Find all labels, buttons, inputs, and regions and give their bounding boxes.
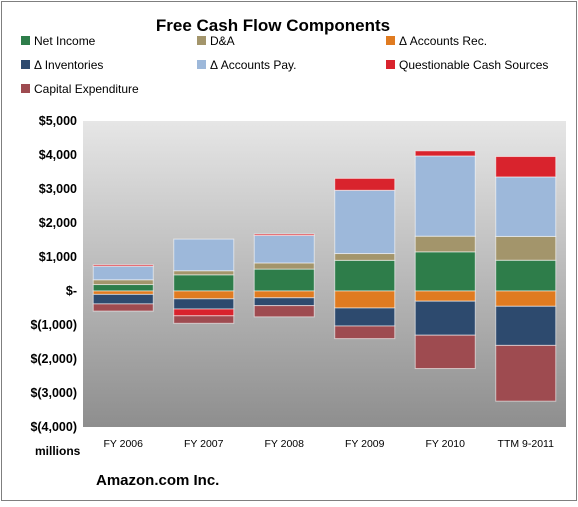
bar-segment-accounts-pay bbox=[253, 234, 315, 264]
bar-segment-questionable-cash-sources bbox=[495, 156, 557, 178]
legend-label-capital-expenditure: Capital Expenditure bbox=[34, 82, 139, 96]
legend-swatch-accounts-rec bbox=[386, 36, 395, 45]
x-axis-ticks: FY 2006 FY 2007 FY 2008 FY 2009 FY 2010 TTM 9… bbox=[103, 438, 554, 450]
bar-segment-accounts-pay bbox=[334, 189, 396, 255]
bar-segment-net-income bbox=[92, 284, 154, 292]
legend-swatch-inventories bbox=[21, 60, 30, 69]
x-tick-label: FY 2007 bbox=[184, 438, 224, 450]
y-tick-label: $3,000 bbox=[39, 182, 77, 196]
bar-segment-d-a bbox=[495, 235, 557, 261]
bar-segment-capital-expenditure bbox=[92, 303, 154, 312]
bar-segment-d-a bbox=[334, 253, 396, 261]
bar-segment-capital-expenditure bbox=[414, 334, 476, 370]
bar-segment-net-income bbox=[173, 274, 235, 292]
bar-segment-capital-expenditure bbox=[173, 315, 235, 324]
bar-segment-accounts-pay bbox=[173, 238, 235, 272]
y-tick-label: $(4,000) bbox=[30, 420, 77, 434]
bar-segment-accounts-rec bbox=[414, 290, 476, 302]
bar-segment-d-a bbox=[173, 270, 235, 276]
legend-swatch-accounts-pay bbox=[197, 60, 206, 69]
y-tick-label: $2,000 bbox=[39, 216, 77, 230]
bar-segment-accounts-pay bbox=[495, 176, 557, 237]
bar-segment-questionable-cash-sources bbox=[414, 150, 476, 157]
y-tick-label: $5,000 bbox=[39, 114, 77, 128]
bar-segment-capital-expenditure bbox=[495, 344, 557, 402]
bar-segment-capital-expenditure bbox=[253, 305, 315, 318]
bar-segment-inventories bbox=[253, 297, 315, 307]
bar-segment-inventories bbox=[334, 307, 396, 327]
plot-area bbox=[83, 121, 566, 427]
legend-label-accounts-pay: Δ Accounts Pay. bbox=[210, 58, 297, 72]
legend-swatch-net-income bbox=[21, 36, 30, 45]
legend-swatch-questionable-cash-sources bbox=[386, 60, 395, 69]
bar-segment-net-income bbox=[495, 259, 557, 292]
bar-segment-accounts-rec bbox=[495, 290, 557, 307]
bars bbox=[92, 150, 557, 402]
bar-segment-inventories bbox=[495, 305, 557, 346]
bar-segment-inventories bbox=[92, 293, 154, 305]
company-footer: Amazon.com Inc. bbox=[96, 472, 219, 489]
chart-title: Free Cash Flow Components bbox=[156, 16, 390, 35]
bar-segment-questionable-cash-sources bbox=[92, 264, 154, 267]
bar-segment-d-a bbox=[414, 235, 476, 253]
legend: Net Income D&A Δ Accounts Rec. Δ Inventorie… bbox=[21, 34, 548, 96]
x-tick-label: FY 2006 bbox=[103, 438, 143, 450]
bar-segment-net-income bbox=[253, 268, 315, 292]
bar-segment-capital-expenditure bbox=[334, 325, 396, 340]
x-tick-label: TTM 9-2011 bbox=[498, 438, 555, 450]
y-axis-ticks: $(4,000) $(3,000) $(2,000) $(1,000) $- $1,000… bbox=[30, 114, 77, 434]
y-tick-label: $(3,000) bbox=[30, 386, 77, 400]
legend-label-d-a: D&A bbox=[210, 34, 235, 48]
y-tick-label: $- bbox=[66, 284, 77, 298]
bar-segment-net-income bbox=[334, 259, 396, 292]
bar-segment-accounts-rec bbox=[334, 290, 396, 309]
bar-segment-inventories bbox=[173, 298, 235, 310]
bar-segment-net-income bbox=[414, 251, 476, 292]
bar-segment-accounts-rec bbox=[253, 290, 315, 299]
bar-segment-questionable-cash-sources bbox=[173, 308, 235, 317]
legend-label-accounts-rec: Δ Accounts Rec. bbox=[399, 34, 487, 48]
bar-segment-accounts-pay bbox=[92, 265, 154, 281]
legend-label-net-income: Net Income bbox=[34, 34, 96, 48]
x-tick-label: FY 2009 bbox=[345, 438, 385, 450]
legend-label-questionable-cash-sources: Questionable Cash Sources bbox=[399, 58, 548, 72]
x-tick-label: FY 2008 bbox=[264, 438, 304, 450]
y-tick-label: $1,000 bbox=[39, 250, 77, 264]
legend-label-inventories: Δ Inventories bbox=[34, 58, 103, 72]
bar-segment-accounts-rec bbox=[92, 290, 154, 295]
y-tick-label: $(1,000) bbox=[30, 318, 77, 332]
bar-segment-questionable-cash-sources bbox=[253, 233, 315, 236]
x-tick-label: FY 2010 bbox=[425, 438, 465, 450]
unit-label: millions bbox=[35, 444, 81, 458]
bar-segment-questionable-cash-sources bbox=[334, 177, 396, 191]
bar-segment-d-a bbox=[92, 279, 154, 286]
bar-segment-accounts-rec bbox=[173, 290, 235, 300]
legend-swatch-capital-expenditure bbox=[21, 84, 30, 93]
y-tick-label: $4,000 bbox=[39, 148, 77, 162]
y-tick-label: $(2,000) bbox=[30, 352, 77, 366]
bar-segment-d-a bbox=[253, 262, 315, 270]
bar-segment-inventories bbox=[414, 300, 476, 336]
legend-swatch-d-a bbox=[197, 36, 206, 45]
bar-segment-accounts-pay bbox=[414, 155, 476, 237]
